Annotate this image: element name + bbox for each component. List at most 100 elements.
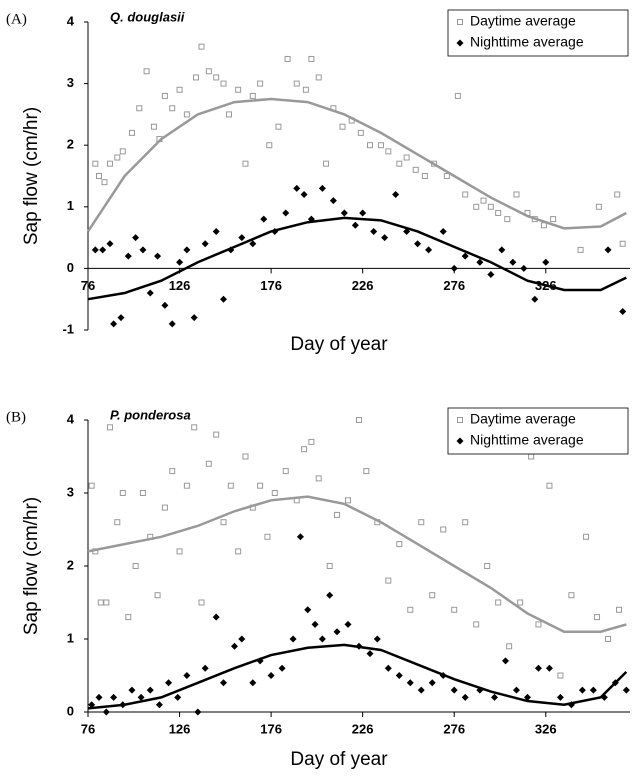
point bbox=[191, 424, 198, 431]
point bbox=[315, 74, 322, 81]
point bbox=[323, 160, 330, 167]
point bbox=[428, 679, 436, 687]
trend-line bbox=[87, 216, 627, 301]
point bbox=[176, 258, 184, 266]
point bbox=[220, 519, 227, 526]
point bbox=[417, 686, 425, 694]
y-tick-label: 1 bbox=[67, 198, 74, 213]
point bbox=[266, 142, 273, 149]
legend-box bbox=[447, 9, 629, 57]
point bbox=[351, 221, 359, 229]
point bbox=[333, 628, 341, 636]
point bbox=[169, 105, 176, 112]
point bbox=[619, 308, 627, 316]
point bbox=[339, 123, 346, 130]
x-tick-label: 326 bbox=[535, 721, 557, 736]
point bbox=[462, 191, 469, 198]
y-tick-label: 1 bbox=[67, 630, 74, 645]
point bbox=[495, 599, 502, 606]
point bbox=[88, 482, 95, 489]
x-tick-label: 126 bbox=[169, 721, 191, 736]
point bbox=[498, 246, 506, 254]
panel: 0 1 2 3 4 76 126 176 226 276 326 Day of year Sap flo… bbox=[6, 407, 630, 770]
point bbox=[546, 482, 553, 489]
point bbox=[183, 246, 191, 254]
x-axis-title: Day of year bbox=[290, 749, 388, 770]
point bbox=[451, 606, 458, 613]
point bbox=[275, 123, 282, 130]
point bbox=[161, 301, 169, 309]
point bbox=[506, 643, 513, 650]
point bbox=[366, 650, 374, 658]
point bbox=[384, 664, 392, 672]
point bbox=[183, 111, 190, 118]
point bbox=[594, 614, 601, 621]
point bbox=[406, 679, 414, 687]
point bbox=[242, 160, 249, 167]
y-tick-label: 4 bbox=[67, 411, 75, 426]
point bbox=[392, 190, 400, 198]
point bbox=[106, 160, 113, 167]
point bbox=[403, 154, 410, 161]
point bbox=[271, 490, 278, 496]
point bbox=[619, 240, 626, 247]
point bbox=[556, 693, 564, 701]
legend-label: Nighttime average bbox=[470, 432, 584, 448]
point bbox=[220, 80, 227, 87]
point bbox=[155, 701, 163, 709]
point bbox=[238, 635, 246, 643]
panel-title: P. ponderosa bbox=[110, 407, 191, 422]
point bbox=[377, 142, 384, 149]
point bbox=[373, 635, 381, 643]
point bbox=[357, 129, 364, 136]
point bbox=[589, 686, 597, 694]
point bbox=[238, 234, 246, 242]
point bbox=[293, 184, 301, 192]
point bbox=[495, 209, 502, 216]
point bbox=[282, 209, 290, 217]
point bbox=[531, 295, 539, 303]
x-tick-label: 276 bbox=[443, 278, 465, 293]
point bbox=[301, 446, 308, 453]
point bbox=[396, 160, 403, 167]
point bbox=[311, 620, 319, 628]
point bbox=[385, 577, 392, 584]
point bbox=[168, 320, 176, 328]
point bbox=[257, 80, 264, 87]
point bbox=[318, 184, 326, 192]
point bbox=[366, 142, 373, 149]
point bbox=[622, 686, 630, 694]
legend-marker bbox=[457, 417, 463, 423]
point bbox=[95, 693, 103, 701]
point bbox=[418, 519, 425, 526]
point bbox=[220, 295, 227, 303]
point bbox=[454, 92, 461, 99]
point bbox=[462, 519, 469, 526]
x-tick-label: 76 bbox=[81, 278, 95, 293]
point bbox=[595, 203, 602, 210]
point bbox=[513, 191, 520, 198]
point bbox=[249, 240, 257, 248]
point bbox=[95, 173, 102, 179]
panel-label: (A) bbox=[6, 11, 27, 27]
point bbox=[161, 92, 168, 99]
point bbox=[414, 240, 422, 248]
point bbox=[557, 672, 564, 679]
point bbox=[124, 252, 132, 260]
point bbox=[370, 227, 378, 235]
x-tick-label: 76 bbox=[81, 721, 95, 736]
point bbox=[329, 197, 337, 205]
point bbox=[190, 314, 198, 322]
point bbox=[504, 216, 511, 223]
point bbox=[213, 74, 220, 81]
point bbox=[604, 246, 612, 254]
point bbox=[119, 490, 126, 496]
point bbox=[154, 592, 161, 599]
point bbox=[568, 592, 575, 599]
point bbox=[125, 614, 132, 621]
x-tick-label: 176 bbox=[260, 278, 282, 293]
point bbox=[161, 504, 168, 511]
y-tick-label: 4 bbox=[67, 13, 75, 28]
point bbox=[174, 693, 182, 701]
point bbox=[119, 148, 126, 155]
